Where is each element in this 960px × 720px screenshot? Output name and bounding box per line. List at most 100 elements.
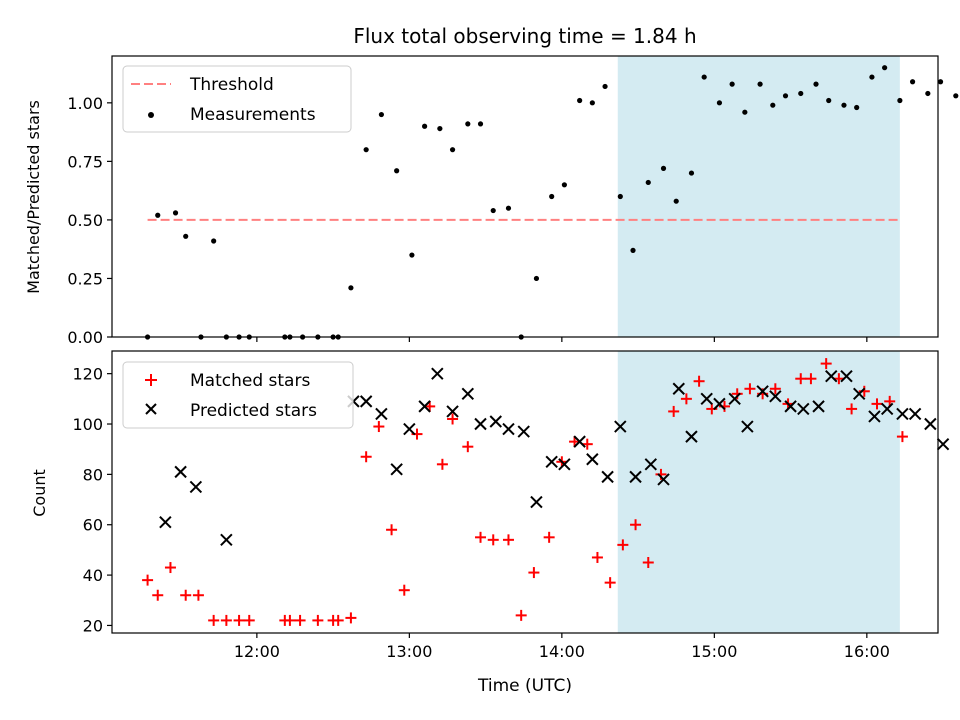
- matched-star-marker: [142, 574, 154, 586]
- predicted-star-marker: [825, 369, 838, 383]
- bottom-y-axis: 20 40 60 80 100 120: [72, 365, 112, 635]
- x-tick-label: 12:00: [234, 642, 280, 661]
- predicted-star-marker: [461, 387, 475, 401]
- predicted-star-marker: [741, 420, 754, 433]
- measurement-point: [701, 74, 707, 80]
- measurement-point: [798, 90, 804, 97]
- measurement-point: [437, 125, 443, 132]
- bottom-plot-frame: [111, 350, 939, 634]
- matched-star-marker: [820, 358, 832, 370]
- measurement-point: [925, 90, 931, 97]
- predicted-star-marker: [220, 533, 233, 547]
- matched-star-marker: [192, 589, 204, 601]
- matched-star-marker: [502, 534, 514, 546]
- measurement-point: [897, 97, 903, 104]
- top-panel: 0.00 0.25 0.50 0.75 1.00 Matched/Predicted s…: [24, 55, 959, 347]
- measurement-point: [688, 170, 695, 176]
- matched-star-marker: [398, 584, 410, 596]
- measurement-point: [348, 285, 354, 291]
- matched-star-marker: [630, 519, 642, 531]
- predicted-star-marker: [685, 430, 698, 443]
- measurement-point: [172, 210, 179, 216]
- predicted-star-marker: [403, 422, 416, 436]
- matched-star-marker: [833, 373, 845, 385]
- y-tick-label: 40: [83, 566, 103, 585]
- measurement-point: [854, 104, 860, 111]
- measurement-point: [577, 97, 583, 104]
- y-tick-label: 1.00: [67, 94, 103, 113]
- measurement-point: [617, 193, 623, 200]
- measurement-point: [505, 205, 512, 211]
- matched-star-marker: [373, 421, 385, 433]
- measurement-point: [533, 275, 540, 282]
- measurement-point: [630, 247, 636, 253]
- measurement-point: [363, 147, 369, 153]
- predicted-star-marker: [502, 422, 515, 436]
- measurement-point: [589, 100, 595, 106]
- predicted-star-marker: [390, 463, 403, 476]
- measurement-point: [826, 97, 832, 104]
- measurement-point: [465, 121, 471, 127]
- y-tick-label: 120: [72, 365, 103, 384]
- matched-star-marker: [487, 534, 499, 546]
- measurement-point: [841, 102, 847, 108]
- predicted-star-marker: [517, 425, 530, 438]
- predicted-star-marker: [936, 437, 950, 451]
- predicted-star-marker: [784, 400, 797, 413]
- top-y-axis: 0.00 0.25 0.50 0.75 1.00: [67, 94, 112, 347]
- predicted-star-marker: [700, 392, 713, 406]
- measurement-point: [155, 212, 161, 218]
- matched-star-marker: [180, 589, 192, 601]
- measurement-point: [869, 74, 875, 80]
- x-tick-label: 14:00: [539, 642, 585, 661]
- matched-star-marker: [871, 398, 883, 410]
- predicted-star-marker: [375, 407, 388, 421]
- y-tick-label: 0.50: [67, 211, 103, 230]
- top-plot-frame: [111, 55, 939, 338]
- predicted-star-marker: [868, 410, 881, 423]
- matched-star-marker: [475, 531, 487, 543]
- measurements-legend-swatch: [148, 112, 154, 118]
- y-tick-label: 20: [83, 616, 103, 635]
- bottom-x-axis: 12:00 13:00 14:00 15:00 16:00: [234, 633, 890, 661]
- measurement-point: [645, 179, 651, 186]
- measurement-point: [183, 233, 189, 239]
- matched-star-marker: [805, 373, 817, 385]
- figure-title: Flux total observing time = 1.84 h: [353, 24, 696, 48]
- matched-star-marker: [581, 438, 593, 450]
- predicted-star-marker: [174, 465, 187, 479]
- predicted-star-marker: [586, 453, 599, 466]
- matched-star-marker: [345, 612, 357, 624]
- top-y-axis-label: Matched/Predicted stars: [24, 100, 43, 294]
- top-shaded-region: [617, 56, 900, 337]
- matched-star-marker: [617, 539, 629, 551]
- matched-star-marker: [164, 562, 176, 574]
- predicted-star-marker: [713, 397, 726, 411]
- matched-star-marker: [152, 589, 164, 601]
- matched-star-marker: [744, 383, 756, 395]
- y-tick-label: 0.00: [67, 328, 103, 347]
- predicted-star-marker: [896, 407, 909, 421]
- y-tick-label: 0.75: [67, 152, 103, 171]
- measurement-point: [729, 81, 735, 87]
- matched-star-marker: [543, 531, 555, 543]
- predicted-star-marker: [601, 470, 614, 484]
- predicted-star-marker: [629, 470, 642, 484]
- measurement-point: [782, 93, 789, 99]
- predicted-legend-label: Predicted stars: [190, 401, 317, 421]
- matched-star-marker: [642, 557, 654, 568]
- measurement-point: [602, 83, 608, 90]
- predicted-star-marker: [769, 390, 782, 403]
- matched-star-marker: [668, 405, 680, 417]
- predicted-star-marker: [880, 402, 894, 416]
- measurement-point: [742, 109, 748, 115]
- x-tick-label: 15:00: [691, 642, 737, 661]
- bottom-shaded-region: [617, 351, 900, 633]
- measurement-point: [909, 79, 916, 85]
- top-legend: Threshold Measurements: [122, 65, 352, 133]
- matched-star-marker: [294, 614, 306, 626]
- predicted-star-marker: [159, 516, 172, 529]
- measurement-point: [378, 111, 385, 118]
- predicted-star-marker: [614, 420, 627, 433]
